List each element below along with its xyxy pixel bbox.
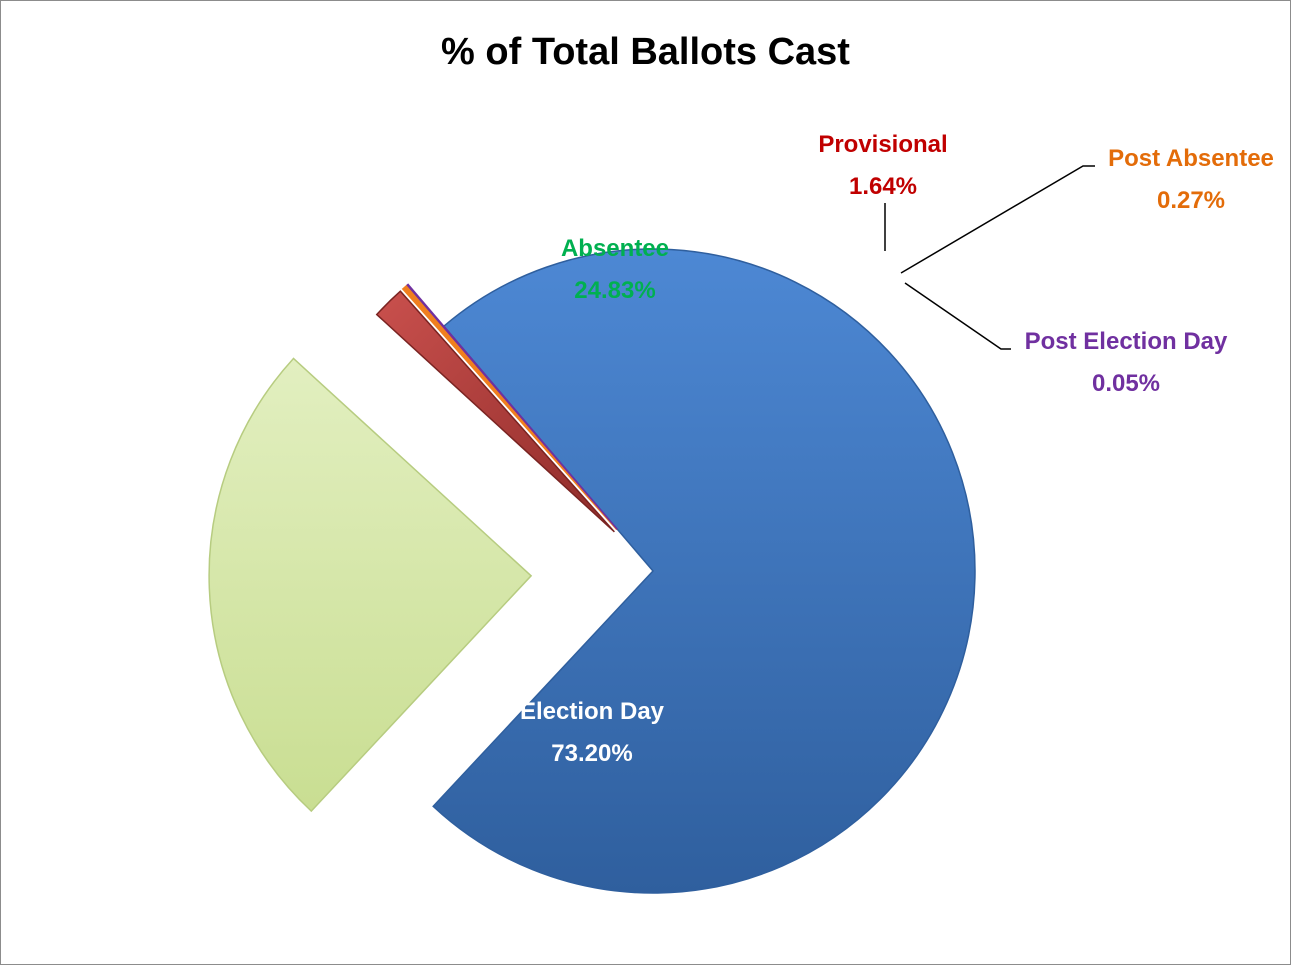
data-label-absentee: Absentee 24.83% (561, 235, 669, 304)
data-label-provisional: Provisional 1.64% (818, 131, 947, 200)
pie-slice-election-day (432, 248, 976, 894)
pie-slice-absentee (208, 357, 533, 813)
label-name-absentee: Absentee (561, 235, 669, 262)
label-value-provisional: 1.64% (849, 173, 917, 200)
pie-slice-post-election-day (406, 283, 618, 530)
data-label-post-election-day: Post Election Day 0.05% (1025, 328, 1228, 397)
label-name-post-election-day: Post Election Day (1025, 328, 1228, 355)
pie-slice-provisional (375, 290, 615, 533)
leader-line-post-absentee (900, 165, 1095, 274)
data-label-post-absentee: Post Absentee 0.27% (1108, 145, 1274, 214)
label-value-election-day: 73.20% (551, 740, 632, 767)
label-value-absentee: 24.83% (574, 277, 655, 304)
label-name-election-day: Election Day (520, 698, 665, 725)
label-value-post-election-day: 0.05% (1092, 370, 1160, 397)
label-value-post-absentee: 0.27% (1157, 187, 1225, 214)
chart-title: % of Total Ballots Cast (441, 31, 850, 73)
label-name-provisional: Provisional (818, 131, 947, 158)
leader-line-post-election-day (904, 282, 1011, 350)
label-name-post-absentee: Post Absentee (1108, 145, 1274, 172)
data-label-election-day: Election Day 73.20% (520, 698, 665, 767)
